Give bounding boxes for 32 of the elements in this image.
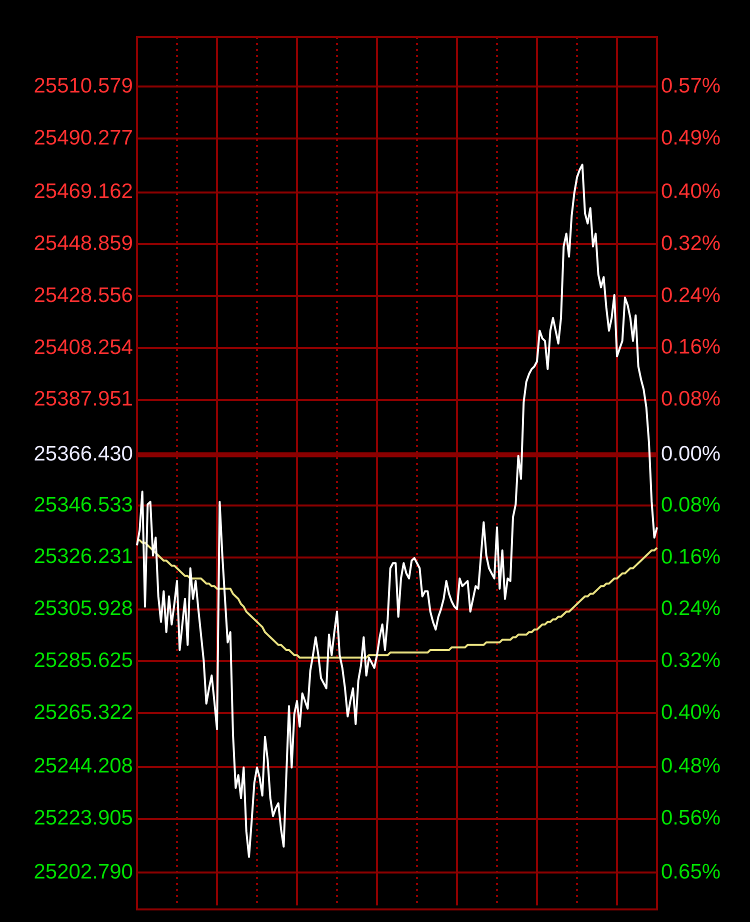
- y2-tick-label: 0.24%: [661, 284, 721, 307]
- y2-tick-label: 0.40%: [661, 180, 721, 204]
- y2-tick-label: 0.65%: [661, 860, 721, 884]
- y2-tick-label: 0.08%: [661, 493, 721, 516]
- y-tick-label: 25346.533: [34, 493, 133, 516]
- y2-tick-label: 0.24%: [661, 597, 721, 620]
- y2-tick-label: 0.00%: [661, 442, 721, 466]
- y2-tick-label: 0.40%: [661, 700, 721, 724]
- y2-tick-label: 0.16%: [661, 336, 721, 359]
- y2-tick-label: 0.48%: [661, 754, 721, 778]
- y2-tick-label: 0.57%: [661, 74, 721, 98]
- y2-tick-label: 0.32%: [661, 649, 721, 672]
- y2-tick-label: 0.32%: [661, 232, 721, 255]
- y-tick-label: 25326.231: [34, 545, 133, 568]
- y-tick-label: 25490.277: [34, 126, 133, 150]
- y-tick-label: 25202.790: [34, 860, 133, 884]
- y2-tick-label: 0.08%: [661, 388, 721, 411]
- y-tick-label: 25408.254: [34, 336, 134, 359]
- y-tick-label: 25387.951: [34, 388, 133, 411]
- y-tick-label: 25305.928: [34, 597, 133, 620]
- y2-tick-label: 0.56%: [661, 806, 721, 830]
- y-tick-label: 25510.579: [34, 74, 133, 98]
- y-tick-label: 25285.625: [34, 648, 133, 672]
- y-tick-label: 25448.859: [34, 232, 133, 256]
- y-tick-label: 25223.905: [34, 806, 133, 830]
- y-tick-label: 25428.556: [34, 284, 133, 307]
- y2-tick-label: 0.49%: [661, 126, 721, 150]
- y2-tick-label: 0.16%: [661, 545, 721, 568]
- y-tick-label: 25469.162: [34, 180, 133, 204]
- y-tick-label: 25265.322: [34, 700, 133, 724]
- y-tick-label: 25366.430: [34, 442, 133, 466]
- y-tick-label: 25244.208: [34, 754, 133, 778]
